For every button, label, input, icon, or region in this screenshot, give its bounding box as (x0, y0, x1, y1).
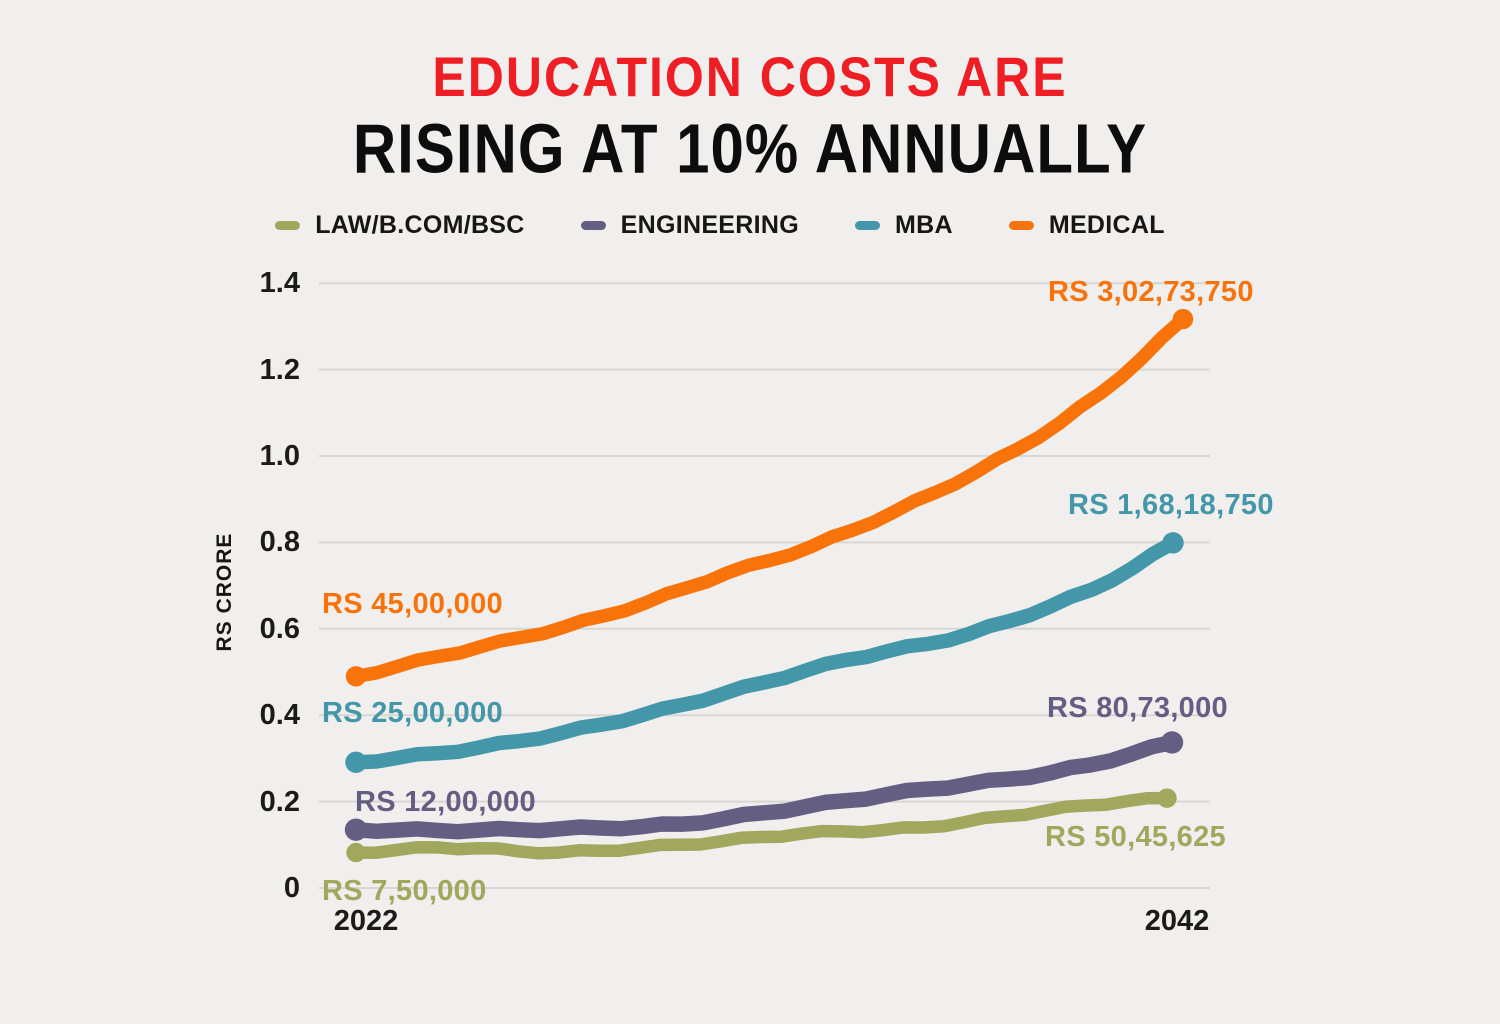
legend: LAW/B.COM/BSC ENGINEERING MBA MEDICAL (0, 211, 1500, 240)
series-end-dot-law-b-com-bsc (1157, 788, 1177, 808)
x-tick-label-2022: 2022 (333, 905, 399, 937)
series-line-law-b-com-bsc (349, 791, 1174, 860)
annotation-medical-start: RS 45,00,000 (322, 588, 503, 620)
y-tick-label-0: 0 (283, 872, 300, 904)
legend-label-engineering: ENGINEERING (620, 211, 799, 239)
y-tick-label-0.8: 0.8 (259, 526, 300, 559)
annotation-mba-start: RS 25,00,000 (322, 697, 503, 729)
legend-item-mba: MBA (854, 211, 953, 240)
legend-item-law: LAW/B.COM/BSC (275, 211, 524, 240)
legend-swatch-engineering (580, 221, 606, 230)
legend-swatch-mba (854, 221, 880, 230)
legend-swatch-medical (1008, 221, 1034, 230)
series-end-dot-mba (1162, 532, 1184, 554)
legend-item-engineering: ENGINEERING (580, 211, 799, 240)
y-tick-label-1.0: 1.0 (259, 440, 300, 472)
annotation-medical-end: RS 3,02,73,750 (1048, 276, 1254, 308)
annotation-law-end: RS 50,45,625 (1045, 821, 1226, 853)
series-end-dot-medical (1172, 308, 1194, 330)
annotation-law-start: RS 7,50,000 (322, 875, 487, 907)
legend-label-law: LAW/B.COM/BSC (315, 211, 525, 239)
series-start-dot-medical (345, 666, 367, 687)
series-start-dot-law-b-com-bsc (346, 842, 366, 863)
annotation-engineering-end: RS 80,73,000 (1047, 692, 1228, 724)
legend-label-medical: MEDICAL (1048, 211, 1165, 239)
legend-swatch-law (275, 221, 301, 230)
legend-item-medical: MEDICAL (1008, 211, 1165, 240)
annotation-engineering-start: RS 12,00,000 (355, 786, 536, 818)
y-tick-label-1.2: 1.2 (259, 353, 300, 386)
y-tick-label-1.4: 1.4 (259, 267, 300, 300)
x-tick-label-2042: 2042 (1144, 905, 1210, 937)
series-start-dot-mba (345, 751, 367, 773)
y-tick-label-0.6: 0.6 (259, 612, 300, 645)
annotation-mba-end: RS 1,68,18,750 (1068, 489, 1274, 521)
legend-label-mba: MBA (894, 211, 953, 239)
page-title-line-2: RISING AT 10% ANNUALLY (352, 109, 1148, 188)
series-line-medical (349, 312, 1190, 684)
y-tick-label-0.4: 0.4 (259, 699, 300, 732)
series-line-engineering (348, 734, 1180, 840)
series-line-mba (348, 535, 1181, 770)
series-start-dot-engineering (344, 818, 368, 841)
series-end-dot-engineering (1160, 731, 1184, 754)
y-tick-label-0.2: 0.2 (259, 785, 300, 818)
page-title-line-1: EDUCATION COSTS ARE (432, 45, 1068, 109)
